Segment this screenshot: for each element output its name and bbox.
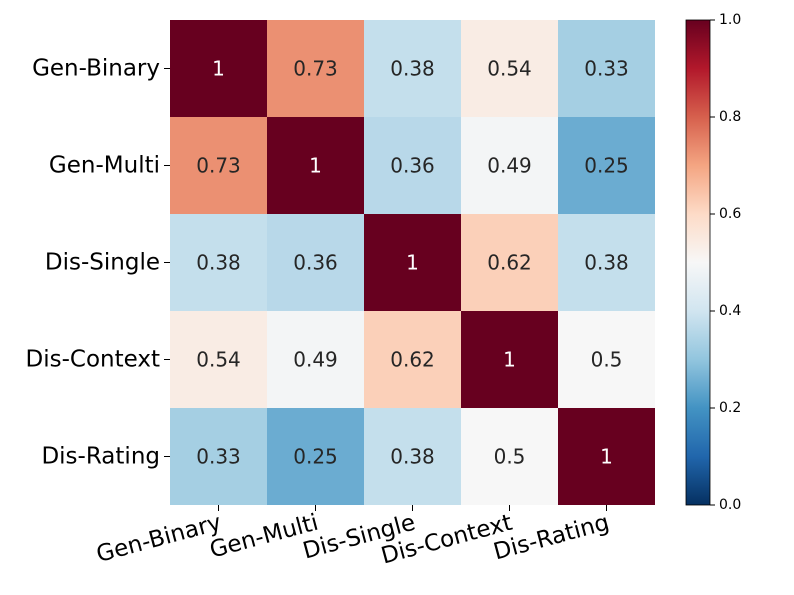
cell-value-label: 0.49	[487, 154, 532, 178]
heatmap-cell	[558, 117, 655, 214]
heatmap-cell	[558, 408, 655, 505]
heatmap-cell	[461, 20, 558, 117]
cell-value-label: 0.38	[196, 251, 241, 275]
cell-value-label: 0.5	[591, 348, 623, 372]
cell-value-label: 0.36	[293, 251, 338, 275]
cell-value-label: 0.62	[487, 251, 532, 275]
heatmap-cell	[364, 408, 461, 505]
cell-value-label: 0.73	[293, 57, 338, 81]
colorbar-tick-label: 0.4	[719, 303, 741, 319]
heatmap-cell	[558, 214, 655, 311]
cell-value-label: 0.33	[196, 445, 241, 469]
x-tick-label: Gen-Binary	[94, 510, 224, 568]
heatmap-cell	[461, 117, 558, 214]
heatmap-cell	[267, 408, 364, 505]
cell-value-label: 0.54	[196, 348, 241, 372]
colorbar-tick-label: 0.6	[719, 206, 741, 222]
cell-value-label: 1	[503, 348, 516, 372]
cell-value-label: 0.25	[584, 154, 629, 178]
colorbar-tick-label: 0.0	[719, 497, 741, 513]
cell-value-label: 1	[406, 251, 419, 275]
colorbar-frame	[685, 19, 711, 506]
y-tick-label: Dis-Context	[26, 347, 161, 373]
cell-value-label: 1	[600, 445, 613, 469]
cell-value-label: 0.54	[487, 57, 532, 81]
cell-value-label: 0.33	[584, 57, 629, 81]
cell-value-label: 0.49	[293, 348, 338, 372]
heatmap-cell	[364, 117, 461, 214]
colorbar-tick-label: 0.8	[719, 109, 741, 125]
cell-value-label: 0.36	[390, 154, 435, 178]
colorbar: 0.0 0.2 0.4 0.6 0.8 1.0	[685, 12, 741, 513]
cell-value-label: 1	[212, 57, 225, 81]
colorbar-tick-label: 1.0	[719, 12, 741, 28]
heatmap-cell	[267, 311, 364, 408]
heatmap-cell	[170, 311, 267, 408]
heatmap-cell	[461, 311, 558, 408]
x-axis: Gen-BinaryGen-MultiDis-SingleDis-Context…	[94, 505, 612, 570]
heatmap-cell-labels: 1 0.73 0.38 0.54 0.33 0.73 1 0.36 0.49 0.25 0.38 0.…	[196, 57, 629, 469]
colorbar-tick-label: 0.2	[719, 400, 741, 416]
heatmap-cell	[170, 214, 267, 311]
cell-value-label: 0.62	[390, 348, 435, 372]
heatmap-cells	[170, 20, 655, 505]
heatmap-cell	[267, 117, 364, 214]
cell-value-label: 1	[309, 154, 322, 178]
heatmap-cell	[170, 408, 267, 505]
heatmap-cell	[558, 20, 655, 117]
heatmap-cell	[461, 408, 558, 505]
cell-value-label: 0.38	[390, 57, 435, 81]
y-tick-label: Gen-Binary	[32, 56, 160, 82]
heatmap-cell	[267, 214, 364, 311]
cell-value-label: 0.25	[293, 445, 338, 469]
heatmap-cell	[461, 214, 558, 311]
cell-value-label: 0.73	[196, 154, 241, 178]
heatmap-cell	[364, 311, 461, 408]
cell-value-label: 0.38	[584, 251, 629, 275]
y-tick-label: Gen-Multi	[49, 153, 160, 179]
heatmap-cell	[364, 214, 461, 311]
y-tick-label: Dis-Single	[45, 250, 160, 276]
cell-value-label: 0.38	[390, 445, 435, 469]
cell-value-label: 0.5	[494, 445, 526, 469]
colorbar-gradient	[686, 20, 710, 505]
heatmap-cell	[267, 20, 364, 117]
heatmap-cell	[170, 117, 267, 214]
y-axis: Gen-Binary Gen-Multi Dis-Single Dis-Context…	[26, 56, 170, 470]
heatmap-cell	[558, 311, 655, 408]
heatmap-cell	[170, 20, 267, 117]
heatmap-cell	[364, 20, 461, 117]
y-tick-label: Dis-Rating	[41, 444, 160, 470]
